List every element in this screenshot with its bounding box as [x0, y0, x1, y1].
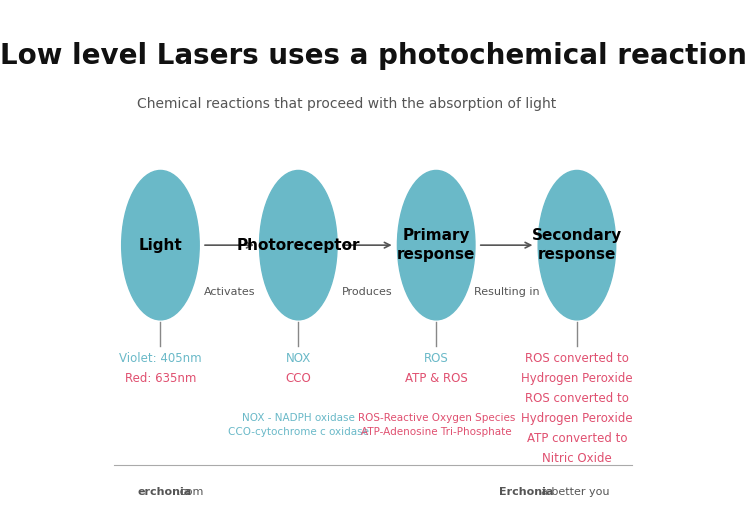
Text: a better you: a better you: [541, 486, 609, 496]
Text: Produces: Produces: [342, 287, 392, 297]
Text: Primary
response: Primary response: [397, 228, 475, 262]
Text: Activates: Activates: [204, 287, 255, 297]
Text: Photoreceptor: Photoreceptor: [236, 238, 360, 252]
Text: NOX: NOX: [286, 353, 311, 365]
Text: ROS converted to: ROS converted to: [525, 353, 629, 365]
Text: Chemical reactions that proceed with the absorption of light: Chemical reactions that proceed with the…: [137, 96, 557, 111]
Text: Secondary
response: Secondary response: [532, 228, 622, 262]
Text: ROS converted to: ROS converted to: [525, 392, 629, 405]
Ellipse shape: [122, 170, 199, 320]
Ellipse shape: [260, 170, 337, 320]
Text: Red: 635nm: Red: 635nm: [125, 372, 196, 385]
Ellipse shape: [538, 170, 615, 320]
Text: Resulting in: Resulting in: [474, 287, 539, 297]
Text: Violet: 405nm: Violet: 405nm: [119, 353, 201, 365]
Text: .com: .com: [177, 486, 204, 496]
Text: CCO: CCO: [286, 372, 311, 385]
Text: ROS: ROS: [424, 353, 448, 365]
Ellipse shape: [398, 170, 475, 320]
Text: Erchonia: Erchonia: [499, 486, 554, 496]
Text: erchonia: erchonia: [137, 486, 192, 496]
Text: Hydrogen Peroxide: Hydrogen Peroxide: [521, 372, 633, 385]
Text: Nitric Oxide: Nitric Oxide: [542, 452, 612, 465]
Text: Low level Lasers uses a photochemical reaction: Low level Lasers uses a photochemical re…: [0, 43, 746, 71]
Text: ATP converted to: ATP converted to: [527, 432, 627, 445]
Text: ATP & ROS: ATP & ROS: [405, 372, 468, 385]
Text: ROS-Reactive Oxygen Species
ATP-Adenosine Tri-Phosphate: ROS-Reactive Oxygen Species ATP-Adenosin…: [357, 413, 515, 437]
Text: NOX - NADPH oxidase
CCO-cytochrome c oxidase: NOX - NADPH oxidase CCO-cytochrome c oxi…: [228, 413, 369, 437]
Text: Hydrogen Peroxide: Hydrogen Peroxide: [521, 412, 633, 425]
Text: Light: Light: [139, 238, 182, 252]
